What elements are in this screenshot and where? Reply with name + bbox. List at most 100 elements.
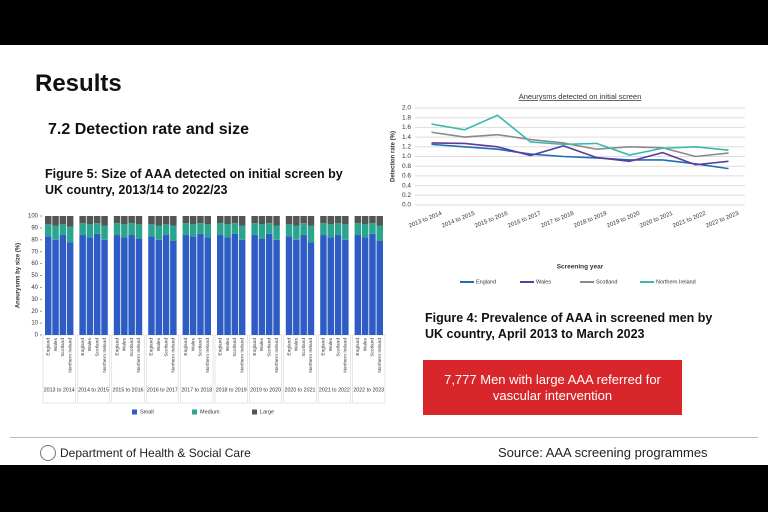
legend-label: Medium <box>200 409 220 415</box>
bar-segment <box>155 225 162 240</box>
x-tick-label: Wales <box>53 337 59 351</box>
x-tick-label: 2018 to 2019 <box>573 211 608 230</box>
bar-segment <box>135 216 143 225</box>
bar-segment <box>224 224 231 238</box>
y-tick-label: 0.4 <box>402 182 411 189</box>
callout: 7,777 Men with large AAA referred for va… <box>423 360 682 415</box>
x-tick-label: England <box>149 338 155 356</box>
bar-segment <box>285 224 293 237</box>
x-tick-label: Wales <box>225 337 231 351</box>
bar-segment <box>45 236 52 335</box>
bar-segment <box>66 242 74 335</box>
y-tick-label: 0.8 <box>402 163 411 170</box>
x-tick-label: Scotland <box>232 338 238 357</box>
group-box <box>214 334 248 404</box>
crest-icon <box>40 445 56 461</box>
bar-segment <box>238 239 246 335</box>
bar-segment <box>266 223 273 234</box>
bar-segment <box>231 233 239 335</box>
bar-segment <box>285 236 293 335</box>
x-tick-label: Northern Ireland <box>377 338 383 373</box>
x-tick-label: England <box>355 338 361 356</box>
y-tick-label: 1.2 <box>402 144 411 151</box>
bar-segment <box>45 224 52 237</box>
y-axis-label: Aneurysms by size (%) <box>16 243 22 308</box>
bar-segment <box>251 235 258 335</box>
bar-segment <box>217 216 224 224</box>
figure-caption: Figure 4: Prevalence of AAA in screened … <box>425 311 713 341</box>
x-tick-label: Scotland <box>301 338 307 357</box>
bar-segment <box>52 225 59 240</box>
x-tick-label: Scotland <box>370 338 376 357</box>
bar-segment <box>251 223 258 236</box>
x-tick-label: 2016 to 2017 <box>507 211 542 230</box>
bar-segment <box>217 223 224 236</box>
bar-segment <box>128 216 135 224</box>
bar-segment <box>86 237 94 335</box>
source: Source: AAA screening programmes <box>498 445 708 460</box>
x-tick-label: Wales <box>294 337 300 351</box>
bar-segment <box>293 239 300 335</box>
bar-segment <box>231 216 239 224</box>
bar-segment <box>101 239 108 335</box>
bar-segment <box>334 223 342 236</box>
bar-segment <box>204 216 211 225</box>
y-tick-label: 100 <box>28 214 39 220</box>
bar-segment <box>135 238 143 335</box>
group-box <box>145 334 179 404</box>
x-tick-label: England <box>80 338 86 356</box>
group-label: 2014 to 2015 <box>78 387 109 393</box>
bar-segment <box>170 225 177 241</box>
bar-segment <box>300 235 307 335</box>
bar-segment <box>197 223 204 234</box>
x-tick-label: Scotland <box>335 338 341 357</box>
bar-segment <box>162 224 170 236</box>
group-box <box>352 334 386 404</box>
bar-segment <box>369 223 376 234</box>
line <box>431 142 729 166</box>
x-tick-label: Northern Ireland <box>308 338 314 373</box>
group-box <box>317 334 351 404</box>
slide-title: Results <box>35 70 122 97</box>
bar-segment <box>59 224 67 236</box>
bar-segment <box>155 216 162 226</box>
line <box>431 114 729 156</box>
y-tick-label: 0.0 <box>402 202 411 209</box>
bar-segment <box>182 223 190 236</box>
group-box <box>283 334 317 404</box>
footer-rule <box>10 437 758 438</box>
group-label: 2013 to 2014 <box>44 387 75 393</box>
bar-segment <box>293 216 300 226</box>
bar-segment <box>162 216 170 225</box>
group-box <box>249 334 283 404</box>
bar-segment <box>217 235 224 335</box>
bar-segment <box>327 216 334 225</box>
bar-segment <box>121 237 128 335</box>
legend-swatch <box>192 409 197 415</box>
y-tick-label: 40 <box>31 285 38 291</box>
y-tick-label: 90 <box>31 225 38 231</box>
bar-segment <box>307 242 315 335</box>
bar-segment <box>376 216 383 226</box>
chart-title: Aneurysms detected on initial screen <box>519 92 642 101</box>
y-tick-label: 20 <box>31 309 38 315</box>
bar-segment <box>79 216 86 224</box>
department: Department of Health & Social Care <box>60 446 251 460</box>
bar-segment <box>273 216 280 226</box>
x-tick-label: 2020 to 2021 <box>639 211 674 230</box>
bar-segment <box>135 224 143 239</box>
x-axis-label: Screening year <box>557 264 604 271</box>
bar-segment <box>79 223 86 236</box>
bar-segment <box>327 224 334 238</box>
legend-label: Wales <box>536 279 551 285</box>
bar-segment <box>128 235 135 335</box>
x-tick-label: England <box>218 338 224 356</box>
group-box <box>42 334 76 404</box>
bar-segment <box>224 237 231 335</box>
group-label: 2017 to 2018 <box>181 387 212 393</box>
bar-segment <box>354 235 362 335</box>
bar-segment <box>342 224 349 240</box>
bar-segment <box>155 239 162 335</box>
bar-segment <box>189 224 197 237</box>
bar-segment <box>121 224 128 238</box>
